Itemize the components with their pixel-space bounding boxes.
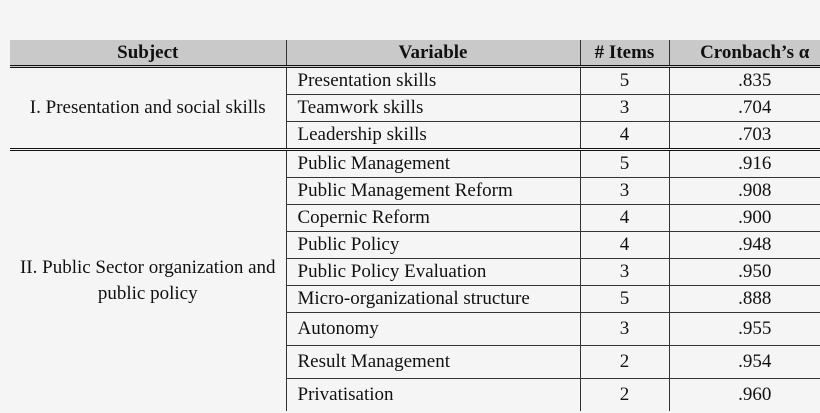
items-cell: 3 <box>579 312 669 346</box>
alpha-cell: .948 <box>668 231 820 259</box>
table-row: Copernic Reform 4.900 <box>10 204 820 232</box>
header-items: # Items <box>579 40 669 68</box>
table-row: Autonomy 3.955 <box>10 312 820 346</box>
header-row: Subject Variable # Items Cronbach’s α <box>10 40 820 68</box>
subject-cell: II. Public Sector organization and publi… <box>10 148 286 411</box>
alpha-cell: .703 <box>668 121 820 150</box>
table-row: Public Policy 4.948 <box>10 231 820 259</box>
alpha-cell: .960 <box>668 378 820 411</box>
table-row: Privatisation 2.960 <box>10 378 820 411</box>
items-cell: 2 <box>579 345 669 379</box>
items-cell: 5 <box>579 285 669 313</box>
items-cell: 5 <box>579 148 669 178</box>
variable-cell: Teamwork skills <box>285 94 580 122</box>
header-cronbach-alpha: Cronbach’s α <box>668 40 820 68</box>
items-cell: 3 <box>579 258 669 286</box>
variable-cell: Public Policy Evaluation <box>285 258 580 286</box>
variable-cell: Presentation skills <box>285 66 580 95</box>
items-cell: 4 <box>579 231 669 259</box>
table-row: I. Presentation and social skills Present… <box>10 66 820 118</box>
alpha-cell: .908 <box>668 177 820 205</box>
variable-cell: Privatisation <box>285 378 580 411</box>
alpha-cell: .704 <box>668 94 820 122</box>
items-cell: 4 <box>579 204 669 232</box>
alpha-cell: .835 <box>668 66 820 95</box>
items-cell: 4 <box>579 121 669 150</box>
variable-cell: Public Management <box>285 148 580 178</box>
header-subject: Subject <box>10 40 286 68</box>
variable-cell: Public Management Reform <box>285 177 580 205</box>
variable-cell: Public Policy <box>285 231 580 259</box>
variable-cell: Micro-organizational structure <box>285 285 580 313</box>
items-cell: 5 <box>579 66 669 95</box>
table-row: Result Management 2.954 <box>10 345 820 379</box>
variable-cell: Leadership skills <box>285 121 580 150</box>
header-variable: Variable <box>285 40 580 68</box>
table-row: Public Policy Evaluation 3.950 <box>10 258 820 286</box>
table-row: Leadership skills 4.703 <box>10 121 820 150</box>
table-row: II. Public Sector organization and publi… <box>10 148 820 411</box>
alpha-cell: .954 <box>668 345 820 379</box>
table-row: Public Management Reform 3.908 <box>10 177 820 205</box>
alpha-cell: .900 <box>668 204 820 232</box>
alpha-cell: .888 <box>668 285 820 313</box>
items-cell: 3 <box>579 94 669 122</box>
table-row: Micro-organizational structure 5.888 <box>10 285 820 313</box>
table-row: Teamwork skills 3.704 <box>10 94 820 122</box>
variable-cell: Copernic Reform <box>285 204 580 232</box>
items-cell: 3 <box>579 177 669 205</box>
subject-cell: I. Presentation and social skills <box>29 97 266 118</box>
alpha-cell: .950 <box>668 258 820 286</box>
alpha-cell: .916 <box>668 148 820 178</box>
reliability-table: Subject Variable # Items Cronbach’s α I.… <box>10 40 820 411</box>
alpha-cell: .955 <box>668 312 820 346</box>
items-cell: 2 <box>579 378 669 411</box>
variable-cell: Result Management <box>285 345 580 379</box>
variable-cell: Autonomy <box>285 312 580 346</box>
